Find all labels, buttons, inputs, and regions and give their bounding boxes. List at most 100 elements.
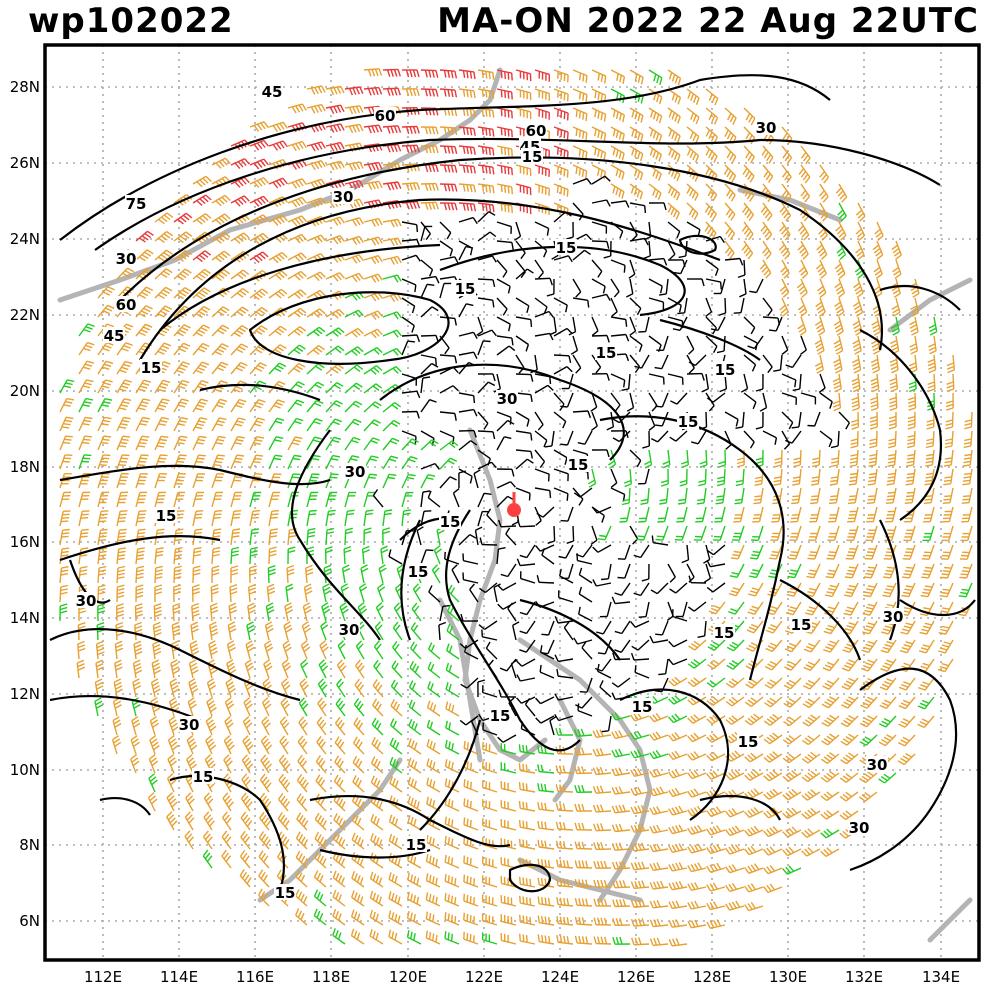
wind-barb: [372, 489, 384, 508]
wind-barb: [591, 240, 610, 249]
wind-barb: [458, 183, 477, 193]
wind-barb: [482, 818, 498, 831]
wind-barb: [382, 311, 402, 320]
wind-barb: [515, 458, 534, 470]
wind-barb: [611, 767, 631, 777]
wind-barb: [154, 435, 169, 451]
wind-barb: [445, 682, 460, 698]
wind-barb: [319, 640, 329, 660]
contour-label: 15: [568, 456, 589, 474]
wind-barb: [902, 563, 916, 579]
wind-barb: [363, 346, 383, 356]
wind-barb: [496, 69, 513, 81]
contour-label: 15: [791, 616, 812, 634]
wind-barb: [687, 788, 707, 798]
wind-barb: [864, 544, 878, 560]
wind-barb: [840, 714, 859, 728]
wind-barb: [363, 365, 383, 375]
wind-barb: [917, 696, 935, 710]
wind-barb: [382, 218, 402, 228]
wind-barb: [942, 487, 954, 504]
wind-barb: [496, 297, 508, 316]
wind-barb: [556, 897, 574, 907]
wind-barb: [553, 88, 569, 102]
wind-barb: [740, 373, 749, 393]
wind-barb: [555, 821, 574, 831]
wind-barb: [382, 437, 400, 451]
wind-barb: [918, 677, 935, 691]
wind-barb: [706, 770, 726, 780]
wind-barb: [561, 563, 574, 579]
wind-barb: [716, 335, 726, 354]
contour-label: 30: [339, 621, 360, 639]
wind-barb: [834, 278, 846, 298]
wind-barb: [116, 473, 129, 489]
wind-barb: [230, 417, 246, 432]
wind-barb: [78, 547, 89, 565]
wind-barb: [814, 335, 825, 355]
wind-barb: [570, 335, 579, 355]
wind-barb: [221, 849, 232, 869]
wind-barb: [211, 194, 231, 207]
wind-barb: [408, 680, 422, 698]
wind-barb: [249, 491, 262, 508]
wind-barb: [97, 304, 115, 318]
wind-barb: [497, 519, 517, 528]
wind-barb: [791, 487, 802, 505]
wind-barb: [481, 629, 498, 641]
wind-barb: [258, 850, 270, 869]
wind-barb: [344, 105, 364, 115]
wind-barb: [572, 145, 588, 160]
wind-barb: [363, 180, 383, 191]
wind-barb: [481, 894, 498, 907]
wind-barb: [675, 601, 688, 618]
storm-center-marker: [507, 492, 521, 517]
wind-barb: [572, 410, 592, 419]
wind-barb: [649, 635, 669, 644]
wind-barb: [302, 602, 312, 622]
wind-barb: [515, 164, 532, 177]
wind-barb: [629, 449, 642, 468]
wind-barb: [211, 528, 222, 546]
wind-barb: [296, 812, 309, 831]
wind-barb: [463, 817, 479, 831]
contour-label-bg: [454, 280, 476, 296]
wind-barb: [268, 417, 285, 432]
wind-barb: [573, 637, 593, 645]
wind-barb: [687, 732, 707, 743]
wind-barb: [648, 392, 658, 412]
wind-barb: [686, 202, 699, 221]
wind-barb: [287, 140, 307, 152]
wind-barb: [705, 259, 719, 276]
wind-barb: [224, 697, 235, 717]
wind-barb: [743, 354, 757, 372]
wind-barb: [649, 806, 669, 815]
contour-label-bg: [192, 768, 214, 784]
wind-barb: [388, 910, 403, 926]
wind-barb: [802, 677, 821, 690]
contour-label-bg: [439, 513, 461, 529]
wind-barb: [747, 335, 764, 350]
wind-barb: [563, 621, 574, 641]
wind-barb: [59, 491, 72, 508]
contour-label: 15: [490, 707, 511, 725]
wind-barb: [553, 164, 569, 178]
wind-barb: [746, 620, 764, 634]
wind-barb: [561, 373, 574, 390]
wind-barb: [191, 584, 200, 603]
wind-barb: [726, 677, 745, 689]
wind-barb: [706, 392, 726, 403]
wind-barb: [298, 697, 309, 717]
wind-barb: [574, 916, 593, 926]
wind-barb: [474, 526, 483, 546]
wind-barb: [427, 490, 441, 508]
wind-barb: [612, 917, 631, 926]
wind-barb: [116, 379, 132, 394]
wind-barb: [363, 124, 383, 134]
wind-barb: [222, 811, 232, 831]
wind-barb: [268, 344, 287, 356]
wind-barb: [135, 584, 144, 603]
wind-barb: [752, 506, 764, 523]
wind-barb: [148, 754, 159, 774]
wind-barb: [59, 584, 68, 603]
